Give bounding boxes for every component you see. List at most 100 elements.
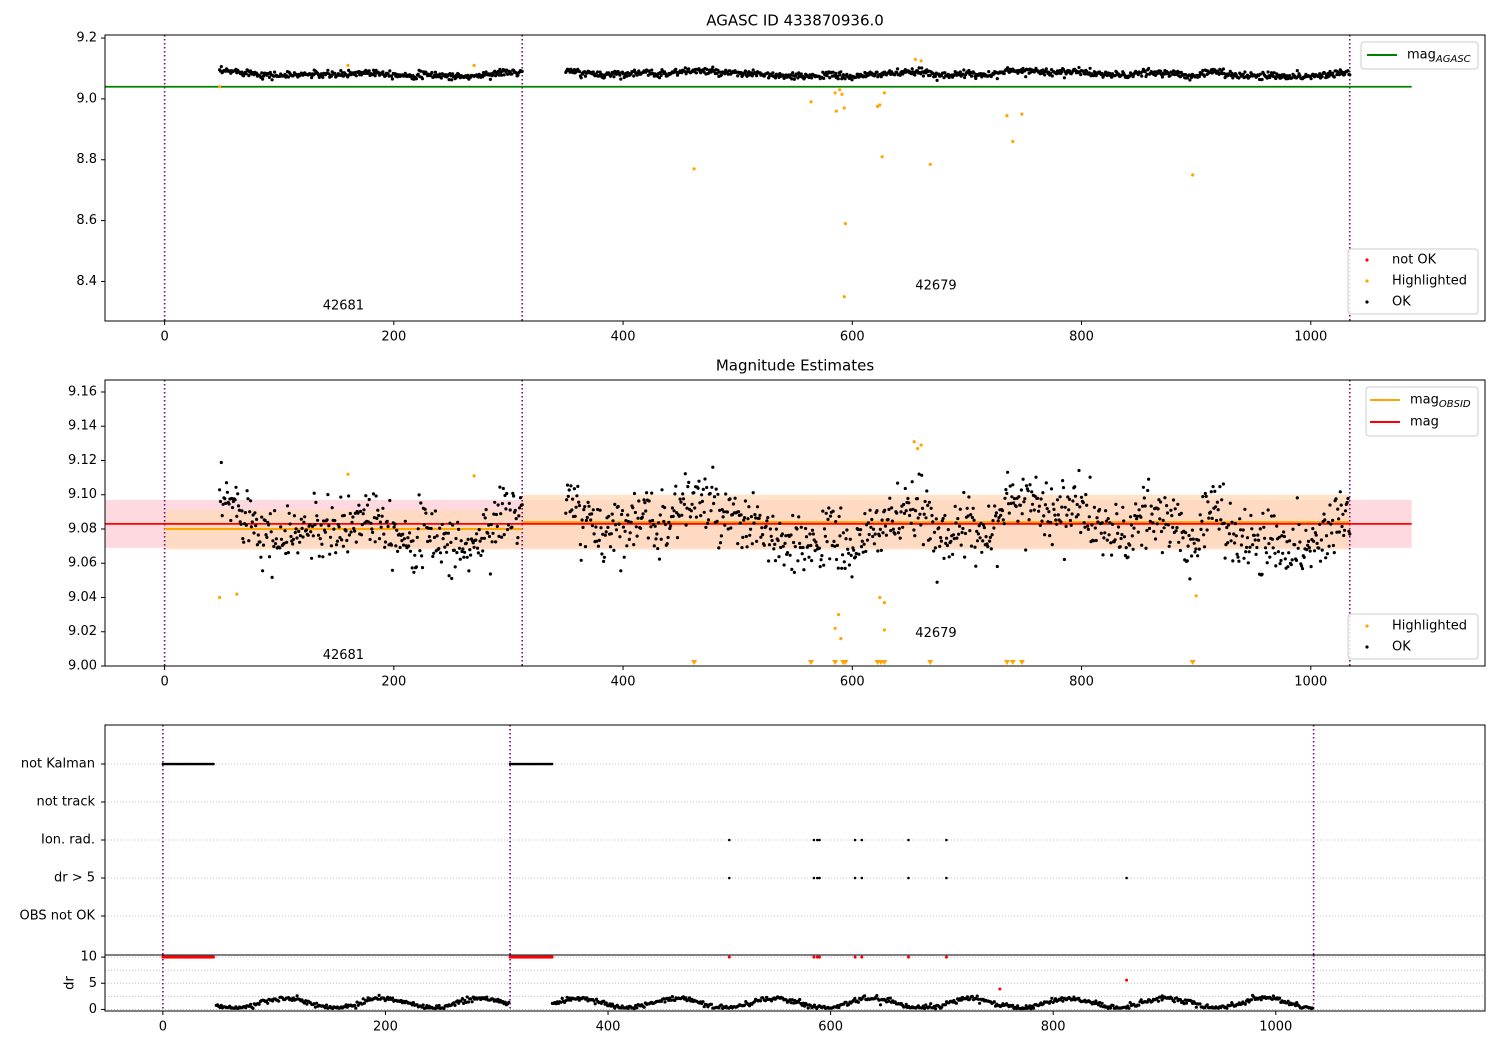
panel2-ok-point — [499, 512, 503, 516]
panel2-ok-point — [629, 520, 633, 524]
panel1-ok-point — [920, 66, 924, 70]
panel1-ok-point — [987, 70, 991, 74]
panel2-ok-point — [1276, 550, 1280, 554]
panel4-dr-point — [1311, 1006, 1315, 1010]
panel2-ok-point — [576, 484, 580, 488]
panel2-ok-point — [602, 559, 606, 564]
panel2-ok-point — [1343, 528, 1347, 532]
panel2-highlighted-point — [919, 443, 923, 447]
panel2-ok-point — [804, 535, 809, 539]
panel2-ok-point — [938, 544, 942, 549]
panel2-ok-point — [783, 541, 787, 546]
panel2-ok-point — [272, 544, 276, 549]
panel2-ok-point — [796, 559, 800, 563]
panel2-ok-point — [497, 534, 501, 539]
panel2-ok-point — [575, 494, 579, 498]
panel2-ok-point — [1131, 547, 1135, 551]
panel2-ok-point — [881, 531, 885, 535]
panel2-ok-point — [772, 547, 776, 551]
panel2-ok-point — [963, 531, 968, 536]
panel2-ok-point — [571, 497, 575, 501]
panel2-ok-point — [255, 517, 259, 522]
panel2-ok-point — [306, 533, 310, 537]
panel2-ok-point — [520, 503, 524, 507]
panel2-ok-point — [1012, 497, 1017, 501]
panel2-ok-point — [479, 553, 483, 558]
panel4-dr-point — [391, 996, 395, 1000]
panel2-ok-point — [884, 533, 889, 537]
panel2-ok-point — [1166, 523, 1170, 527]
panel2-ok-point — [1167, 544, 1171, 548]
panel2-ok-point — [1099, 531, 1103, 535]
panel2-marker-legend-entry-swatch — [1365, 624, 1369, 628]
panel4-dr-point — [1023, 1006, 1027, 1011]
panel2-ok-point — [917, 472, 921, 476]
panel2-ok-point — [746, 517, 750, 521]
panel2-ok-point — [415, 535, 419, 540]
panel2-title: Magnitude Estimates — [716, 357, 874, 375]
panel2-ok-point — [1055, 522, 1059, 526]
panel1-ok-point — [618, 73, 622, 77]
panel2-ok-point — [1045, 507, 1049, 511]
panel2-ok-point — [817, 546, 822, 550]
panel2-ok-point — [653, 524, 657, 528]
panel2-ok-point — [814, 540, 818, 544]
panel2-ok-point — [1300, 564, 1304, 568]
panel2-ok-point — [1214, 505, 1218, 509]
panel2-ok-point — [327, 524, 331, 528]
panel1-ok-point — [389, 74, 394, 78]
panel2-ok-point — [601, 532, 605, 536]
panel1-x-tick-label: 1000 — [1294, 330, 1327, 345]
panel2-ok-point — [878, 527, 883, 532]
panel2-ok-point — [487, 523, 491, 527]
panel3-flag-point — [853, 838, 857, 842]
panel2-ok-point — [770, 538, 774, 543]
panel2-ok-point — [1277, 535, 1281, 539]
panel2-ok-point — [860, 539, 864, 543]
panel2-ok-point — [1067, 497, 1072, 501]
panel2-ok-point — [1024, 484, 1029, 488]
panel2-ok-point — [655, 532, 659, 536]
panel4-dr-point — [789, 1001, 793, 1005]
panel2-ok-point — [309, 530, 313, 534]
panel2-ok-point — [1165, 511, 1170, 515]
panel4-dr-point — [424, 1006, 428, 1010]
panel4-dr-point — [875, 994, 879, 998]
panel2-ok-point — [481, 549, 485, 553]
panel2-ok-point — [273, 542, 278, 546]
panel2-ok-point — [1244, 550, 1248, 554]
panel2-ok-point — [906, 496, 910, 501]
panel2-ok-point — [439, 560, 443, 564]
panel1-ok-point — [247, 74, 251, 78]
panel2-ok-point — [822, 527, 827, 531]
panel2-ok-point — [990, 533, 994, 537]
panel1-highlighted-point — [928, 162, 932, 166]
panel2-ok-point — [1005, 491, 1009, 495]
panel2-ok-point — [600, 552, 604, 556]
panel2-ok-point — [624, 519, 628, 523]
panel2-ok-point — [689, 509, 693, 513]
panel2-ok-point — [352, 526, 356, 531]
panel2-ok-point — [597, 538, 601, 543]
panel4-dr-point — [1175, 996, 1179, 1000]
panel2-ok-point — [244, 523, 248, 527]
panel2-ok-point — [977, 524, 981, 528]
panel2-ok-point — [743, 499, 748, 503]
panel2-ok-point — [1064, 524, 1068, 529]
panel2-ok-point — [1202, 545, 1207, 549]
panel2-ok-point — [755, 539, 759, 544]
panel2-ok-point — [1335, 530, 1339, 534]
panel2-ok-point — [777, 555, 781, 559]
panel4-dr-point — [459, 999, 463, 1003]
panel2-ok-point — [1340, 524, 1344, 529]
panel2-ok-point — [321, 555, 325, 559]
panel2-ok-point — [347, 494, 351, 498]
panel2-ok-point — [1001, 518, 1005, 522]
panel2-ok-point — [1305, 548, 1309, 552]
panel2-y-tick-label: 9.16 — [68, 384, 97, 399]
panel1-ok-point — [705, 67, 709, 71]
panel2-ok-point — [287, 511, 291, 515]
panel4-dr-point — [466, 1000, 471, 1004]
panel4-dr-point — [1098, 1000, 1102, 1005]
panel2-ok-point — [703, 477, 707, 481]
